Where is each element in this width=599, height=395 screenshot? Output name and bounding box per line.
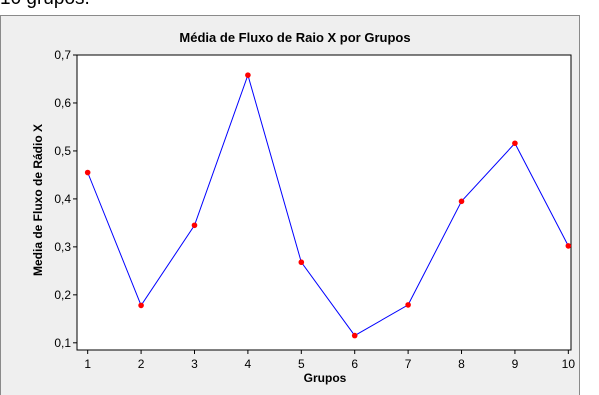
x-tick-label: 4 xyxy=(245,357,252,371)
y-tick-label: 0,4 xyxy=(54,192,71,206)
x-tick-label: 6 xyxy=(351,357,358,371)
chart-title: Média de Fluxo de Raio X por Grupos xyxy=(179,30,410,45)
y-tick-label: 0,6 xyxy=(54,96,71,110)
y-tick-label: 0,1 xyxy=(54,336,71,350)
y-tick-label: 0,2 xyxy=(54,288,71,302)
plot-area xyxy=(76,54,572,351)
x-tick-label: 8 xyxy=(458,357,465,371)
y-tick-label: 0,7 xyxy=(54,48,71,62)
data-point xyxy=(405,302,411,308)
top-text: 10 grupos. xyxy=(0,0,90,10)
y-axis: 0,1 0,2 0,3 0,4 0,5 0,6 0,7 xyxy=(54,48,77,350)
data-point xyxy=(298,259,305,266)
x-tick-label: 1 xyxy=(84,357,91,371)
x-tick-label: 7 xyxy=(405,357,412,371)
data-point xyxy=(512,140,518,147)
data-point xyxy=(138,302,144,309)
x-tick-label: 2 xyxy=(138,357,145,371)
series-line xyxy=(87,73,569,337)
data-point xyxy=(565,243,572,249)
y-tick-label: 0,5 xyxy=(54,144,71,158)
series-markers xyxy=(84,72,572,339)
y-axis-label: Media de Fluxo de Rádio X xyxy=(31,124,45,276)
x-tick-label: 5 xyxy=(298,357,305,371)
data-point xyxy=(458,198,465,205)
data-point xyxy=(351,332,358,339)
x-tick-label: 3 xyxy=(191,357,198,371)
x-axis: 1 2 3 4 5 6 7 8 9 10 xyxy=(84,350,575,371)
x-axis-label: Grupos xyxy=(304,371,347,385)
y-tick-label: 0,3 xyxy=(54,240,71,254)
x-tick-label: 9 xyxy=(512,357,519,371)
x-tick-label: 10 xyxy=(562,357,576,371)
data-point xyxy=(191,222,198,229)
data-point xyxy=(84,169,91,176)
data-point xyxy=(245,72,251,78)
